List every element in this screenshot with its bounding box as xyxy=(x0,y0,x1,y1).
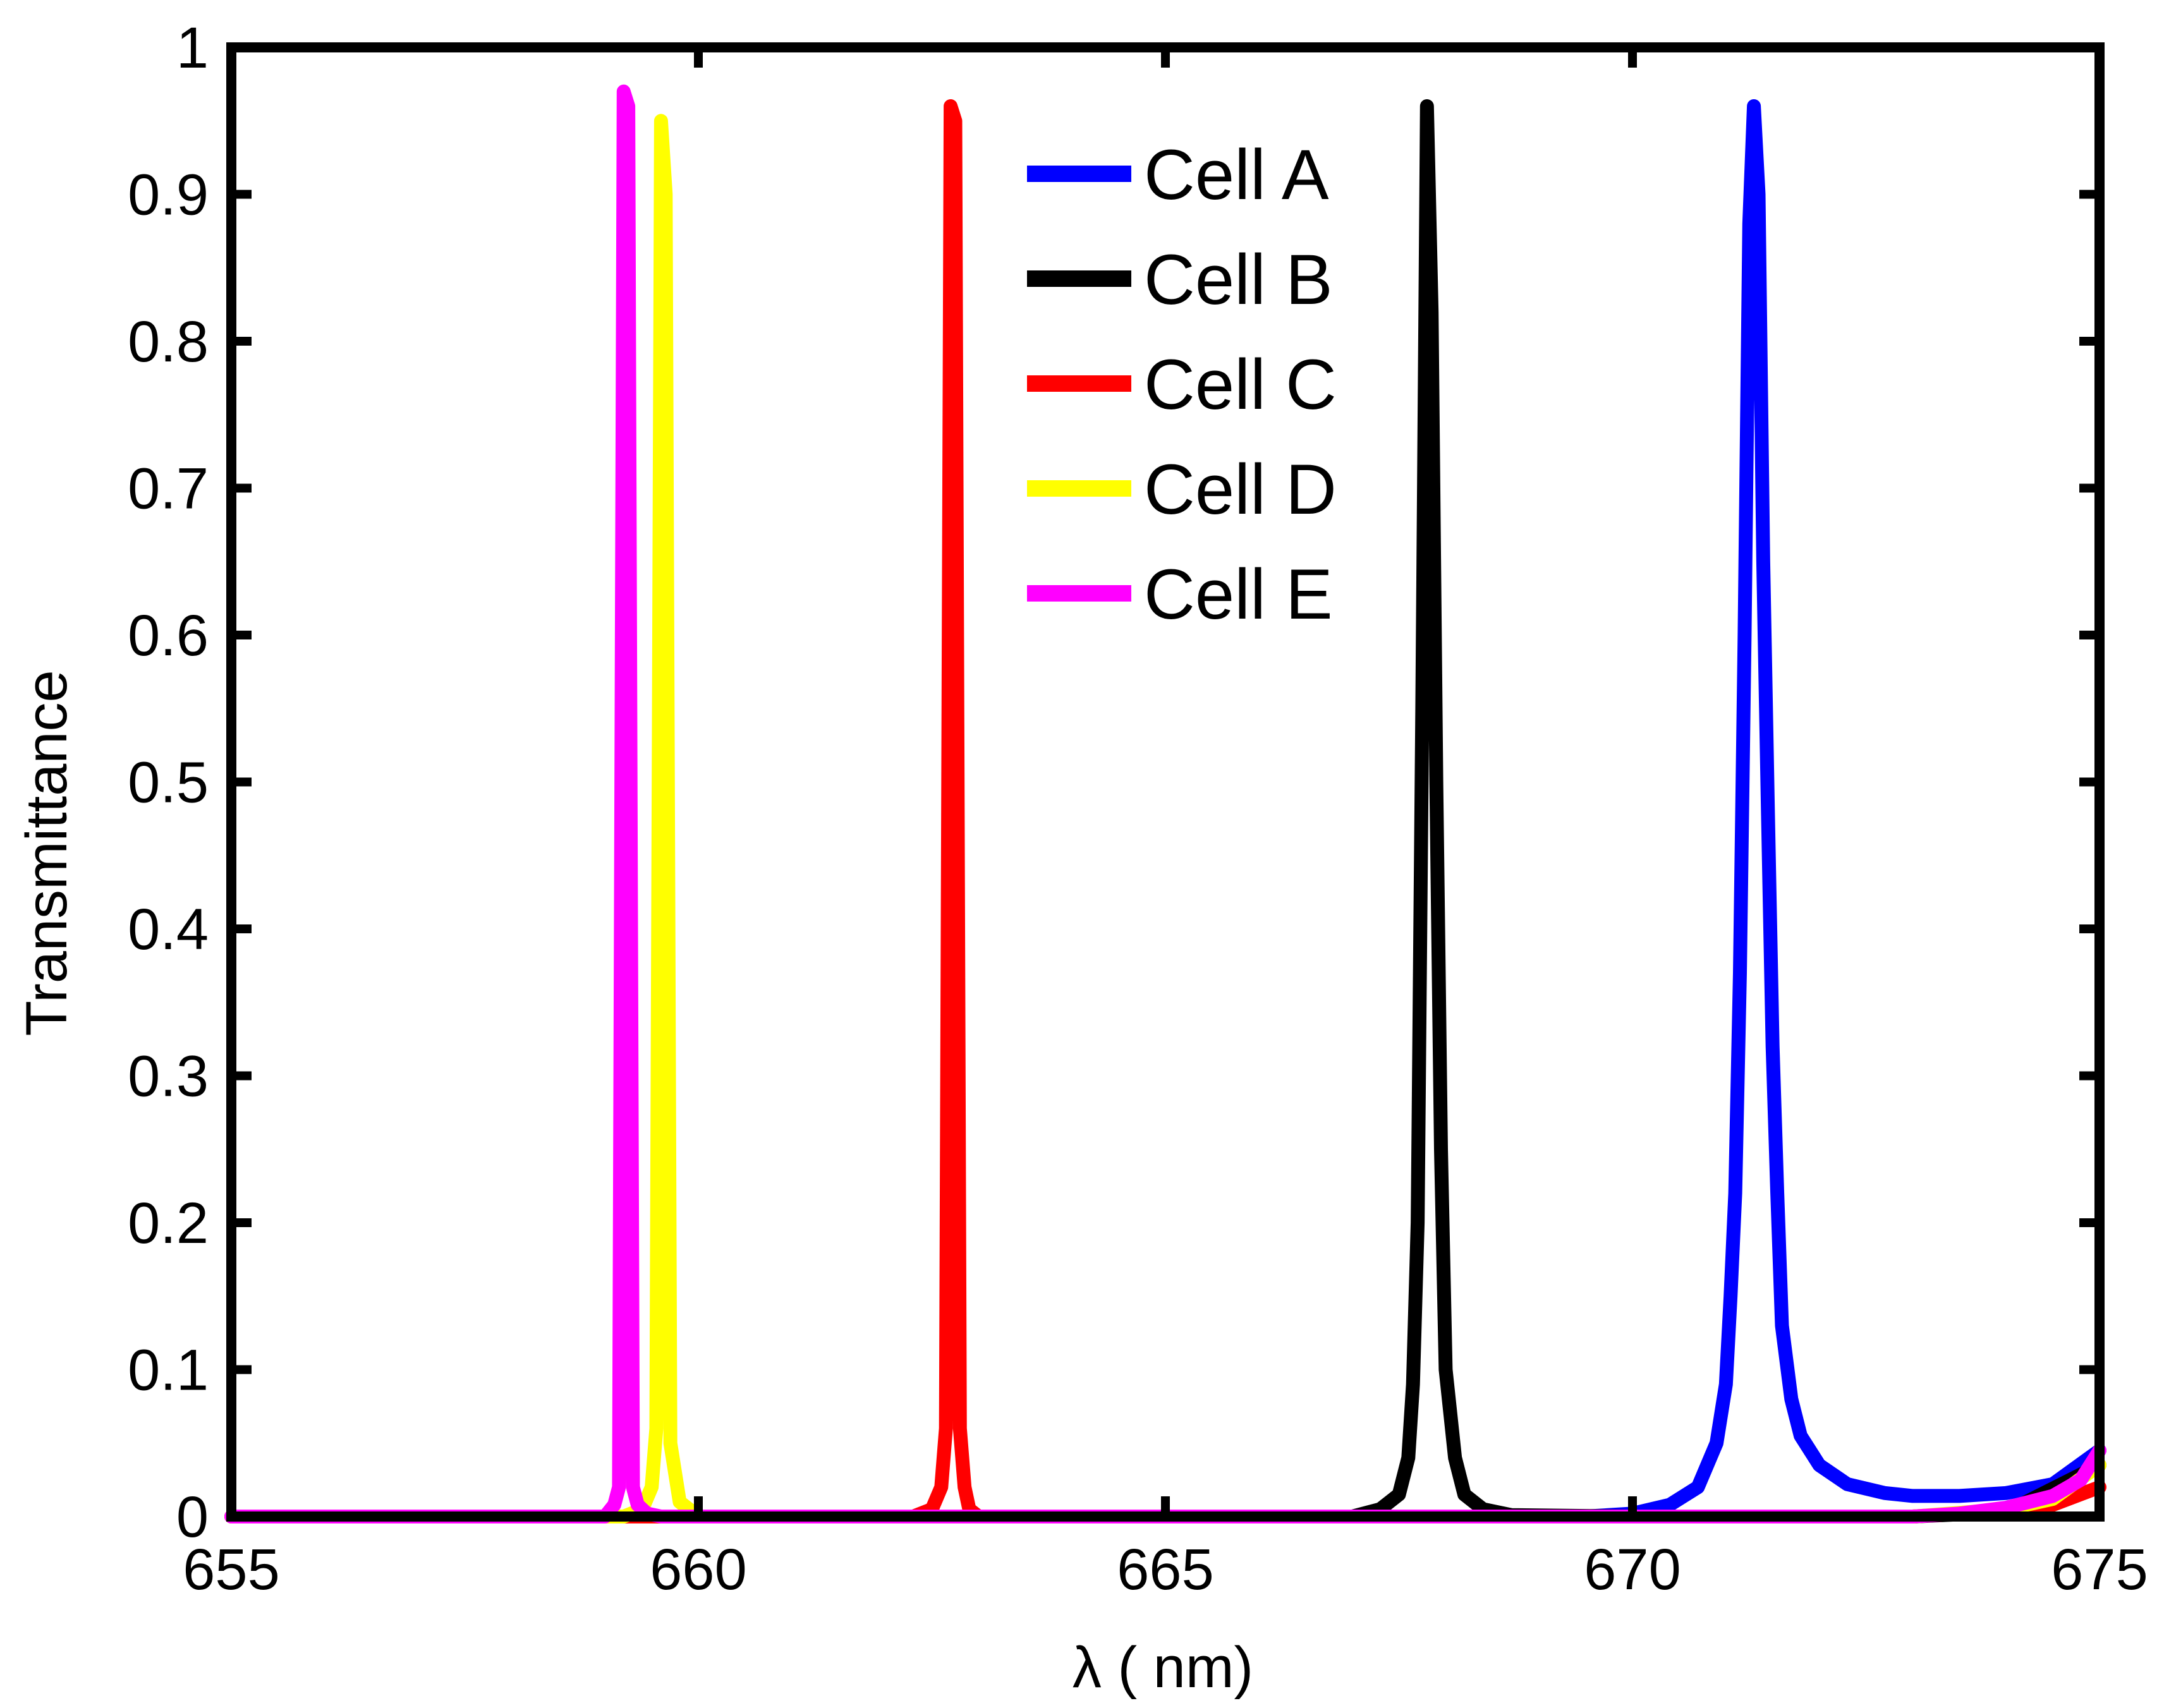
legend-label-cell-e: Cell E xyxy=(1144,555,1333,634)
legend-label-cell-a: Cell A xyxy=(1144,135,1329,214)
x-axis-label: λ ( nm) xyxy=(1073,1635,1253,1700)
y-tick-label: 0.8 xyxy=(128,310,209,374)
legend-label-cell-d: Cell D xyxy=(1144,450,1337,529)
x-tick-label: 675 xyxy=(2051,1537,2148,1602)
legend-label-cell-c: Cell C xyxy=(1144,345,1337,424)
y-tick-label: 1 xyxy=(176,16,209,80)
legend-label-cell-b: Cell B xyxy=(1144,240,1333,319)
y-tick-label: 0.6 xyxy=(128,603,209,668)
ticks: 655 660 665 670 675 0 0.1 0.2 0.3 0.4 0.5 0.6 0.7 0.8… xyxy=(128,16,2148,1602)
x-tick-label: 670 xyxy=(1584,1537,1681,1602)
y-tick-label: 0.4 xyxy=(128,897,209,962)
y-tick-label: 0.9 xyxy=(128,163,209,227)
y-tick-label: 0 xyxy=(176,1485,209,1549)
y-tick-label: 0.7 xyxy=(128,457,209,521)
x-tick-label: 655 xyxy=(183,1537,280,1602)
x-tick-label: 665 xyxy=(1117,1537,1214,1602)
x-tick-label: 660 xyxy=(650,1537,747,1602)
y-tick-label: 0.5 xyxy=(128,751,209,815)
y-tick-label: 0.3 xyxy=(128,1045,209,1109)
series-line-cell-e xyxy=(224,84,2106,1523)
legend: Cell A Cell B Cell C Cell D Cell E xyxy=(1027,135,1337,634)
y-tick-label: 0.1 xyxy=(128,1338,209,1403)
y-tick-label: 0.2 xyxy=(128,1191,209,1256)
series-line-cell-a xyxy=(224,99,2106,1523)
y-axis-label: Transmittance xyxy=(15,670,79,1036)
